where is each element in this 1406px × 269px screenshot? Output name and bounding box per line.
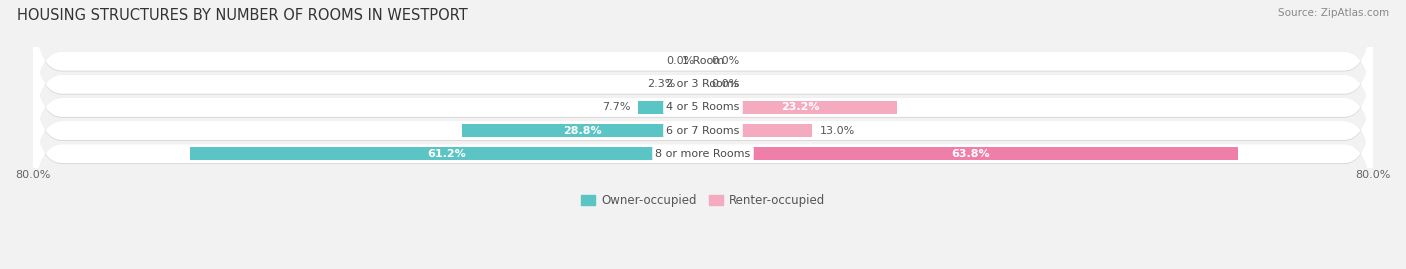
Text: 8 or more Rooms: 8 or more Rooms [655, 149, 751, 159]
Bar [638, 101, 703, 114]
Text: 7.7%: 7.7% [602, 102, 630, 112]
FancyBboxPatch shape [32, 0, 1374, 133]
Legend: Owner-occupied, Renter-occupied: Owner-occupied, Renter-occupied [576, 190, 830, 212]
Text: 2.3%: 2.3% [647, 79, 675, 89]
Bar [190, 147, 703, 160]
Bar [703, 147, 1237, 160]
FancyBboxPatch shape [32, 0, 1374, 133]
Text: 61.2%: 61.2% [427, 149, 465, 159]
Bar [461, 124, 703, 137]
FancyBboxPatch shape [32, 59, 1374, 202]
Bar [683, 78, 703, 91]
FancyBboxPatch shape [32, 36, 1374, 179]
Text: Source: ZipAtlas.com: Source: ZipAtlas.com [1278, 8, 1389, 18]
Text: 63.8%: 63.8% [950, 149, 990, 159]
Text: 0.0%: 0.0% [711, 56, 740, 66]
FancyBboxPatch shape [32, 82, 1374, 225]
FancyBboxPatch shape [32, 60, 1374, 202]
Text: 6 or 7 Rooms: 6 or 7 Rooms [666, 126, 740, 136]
FancyBboxPatch shape [32, 37, 1374, 179]
Text: 0.0%: 0.0% [666, 56, 695, 66]
FancyBboxPatch shape [32, 13, 1374, 156]
FancyBboxPatch shape [32, 83, 1374, 225]
FancyBboxPatch shape [32, 14, 1374, 156]
Text: 23.2%: 23.2% [780, 102, 820, 112]
Text: 0.0%: 0.0% [711, 79, 740, 89]
Text: HOUSING STRUCTURES BY NUMBER OF ROOMS IN WESTPORT: HOUSING STRUCTURES BY NUMBER OF ROOMS IN… [17, 8, 468, 23]
Text: 13.0%: 13.0% [820, 126, 856, 136]
Text: 4 or 5 Rooms: 4 or 5 Rooms [666, 102, 740, 112]
Text: 28.8%: 28.8% [562, 126, 602, 136]
Bar [703, 101, 897, 114]
Bar [703, 124, 811, 137]
Text: 2 or 3 Rooms: 2 or 3 Rooms [666, 79, 740, 89]
Text: 1 Room: 1 Room [682, 56, 724, 66]
